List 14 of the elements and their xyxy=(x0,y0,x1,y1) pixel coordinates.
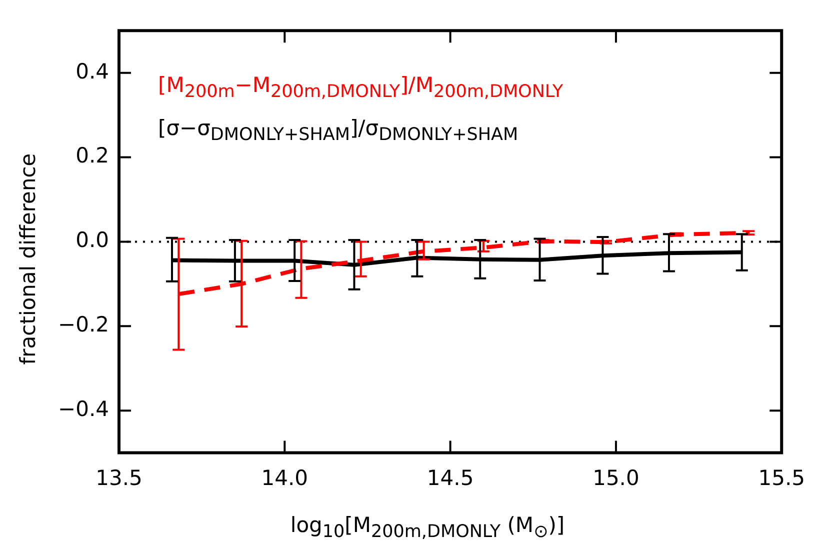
x-tick-label: 13.5 xyxy=(96,466,142,490)
y-tick-label: −0.2 xyxy=(58,312,109,337)
x-axis-title: log$_{10}$[M$_{200m,DMONLY}$ (M$_{⊙}$)] xyxy=(289,512,566,542)
text: [M$_{200m}$−M$_{200m,DMONLY}$]/M$_{200m,DMONLY}$ xyxy=(158,72,564,104)
y-tick-label: 0.0 xyxy=(76,228,109,252)
x-tick-label: 14.0 xyxy=(261,466,308,490)
text: [σ−σ$_{DMONLY+SHAM}$]/σ$_{DMONLY+SHAM}$ xyxy=(158,115,520,148)
x-tick-label: 14.5 xyxy=(426,466,474,490)
y-tick-label: 0.4 xyxy=(76,59,109,84)
y-tick-label: −0.4 xyxy=(58,397,109,422)
y-tick-label: 0.2 xyxy=(76,144,109,168)
x-tick-label: 15.0 xyxy=(592,466,640,490)
x-tick-label: 15.5 xyxy=(758,466,806,490)
y-axis-title: fractional difference xyxy=(16,153,40,365)
